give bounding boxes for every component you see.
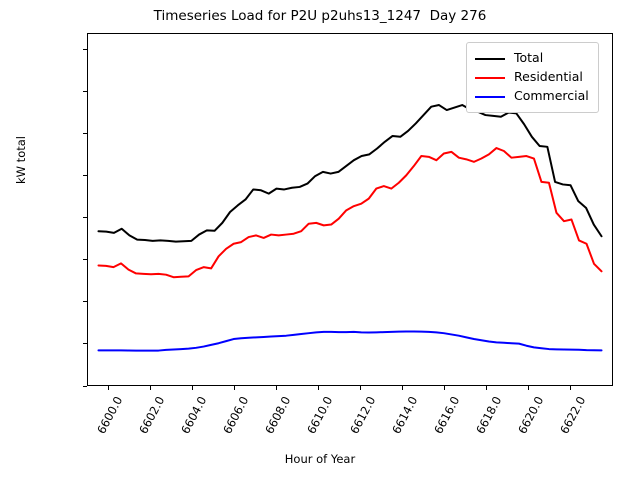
y-tick-mark (83, 133, 87, 135)
x-tick-label: 6604.0 (178, 394, 210, 437)
x-tick-mark (570, 386, 572, 390)
y-tick-mark (83, 385, 87, 387)
legend-swatch-commercial (475, 95, 505, 98)
legend-item-total[interactable]: Total (475, 49, 589, 68)
y-tick-mark (83, 259, 87, 261)
x-tick-label: 6620.0 (514, 394, 547, 437)
series-canvas (88, 34, 612, 385)
legend-label: Total (514, 50, 544, 66)
plot-area (87, 33, 613, 386)
x-tick-label: 6606.0 (220, 394, 252, 437)
x-tick-label: 6618.0 (472, 394, 505, 437)
x-tick-mark (317, 386, 319, 390)
x-tick-mark (233, 386, 235, 390)
x-tick-label: 6622.0 (557, 394, 589, 437)
series-line-total (98, 105, 601, 242)
y-tick-mark (83, 301, 87, 303)
x-tick-label: 6612.0 (346, 394, 378, 437)
y-tick-mark (83, 175, 87, 177)
x-tick-mark (275, 386, 277, 390)
chart-title: Timeseries Load for P2U p2uhs13_1247 Day… (153, 8, 487, 24)
legend-label: Commercial (514, 88, 589, 104)
x-axis-label: Hour of Year (284, 452, 356, 466)
legend-swatch-total (475, 57, 505, 60)
legend-item-residential[interactable]: Residential (475, 68, 589, 87)
x-tick-label: 6600.0 (94, 394, 126, 437)
x-tick-label: 6616.0 (430, 394, 463, 437)
y-tick-mark (83, 49, 87, 51)
x-tick-mark (528, 386, 530, 390)
series-line-residential (98, 148, 601, 277)
x-tick-mark (149, 386, 151, 390)
x-tick-label: 6614.0 (388, 394, 420, 437)
x-tick-label: 6608.0 (262, 394, 294, 437)
legend-label: Residential (514, 69, 583, 85)
x-tick-label: 6610.0 (304, 394, 336, 437)
y-tick-mark (83, 217, 87, 219)
x-tick-mark (360, 386, 362, 390)
x-tick-label: 6602.0 (136, 394, 168, 437)
y-axis-label: kW total (14, 136, 28, 184)
legend-item-commercial[interactable]: Commercial (475, 87, 589, 106)
x-tick-mark (402, 386, 404, 390)
y-tick-mark (83, 91, 87, 93)
series-line-commercial (98, 332, 601, 351)
x-tick-mark (191, 386, 193, 390)
x-tick-mark (444, 386, 446, 390)
x-tick-mark (486, 386, 488, 390)
chart-legend: Total Residential Commercial (466, 42, 599, 113)
x-tick-mark (107, 386, 109, 390)
y-tick-mark (83, 343, 87, 345)
legend-swatch-residential (475, 76, 505, 79)
